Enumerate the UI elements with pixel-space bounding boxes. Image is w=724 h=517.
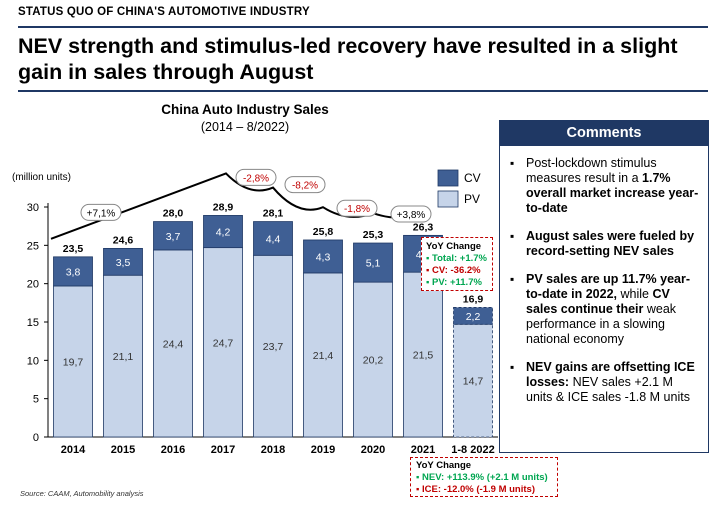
- bar-cv: [53, 256, 93, 287]
- yoy-total: ▪ Total: +1.7%: [426, 253, 488, 264]
- yoy-nev-title: YoY Change: [416, 460, 472, 471]
- yoy-nev: ▪ NEV: +113.9% (+2.1 M units): [416, 472, 548, 483]
- headline: NEV strength and stimulus-led recovery h…: [18, 34, 678, 84]
- x-tick-label: 2018: [261, 444, 285, 456]
- bar-cv: [453, 307, 493, 325]
- bar-cv: [353, 242, 393, 283]
- x-tick-label: 2019: [311, 444, 335, 456]
- yoy-title: YoY Change: [426, 241, 482, 252]
- y-tick-label: 25: [27, 240, 39, 252]
- legend-swatch-cv: [437, 169, 459, 187]
- total-value-label: 28,1: [263, 208, 284, 220]
- bar-cv: [153, 221, 193, 251]
- y-axis-label: (million units): [12, 172, 71, 183]
- x-tick-label: 2020: [361, 444, 385, 456]
- y-tick-label: 10: [27, 355, 39, 367]
- pv-value-label: 21,4: [313, 350, 334, 362]
- cv-value-label: 5,1: [366, 258, 381, 270]
- legend-label-pv: PV: [464, 192, 480, 206]
- chart-title: China Auto Industry Sales: [161, 102, 329, 117]
- comment-item: August sales were fueled by record-setti…: [510, 229, 700, 259]
- pv-value-label: 21,5: [413, 350, 434, 362]
- growth-pill: [80, 203, 122, 221]
- kicker-rule: [18, 26, 708, 28]
- cv-value-label: 3,8: [66, 266, 81, 278]
- cv-value-label: 3,5: [116, 257, 131, 269]
- y-tick-label: 20: [27, 279, 39, 291]
- yoy-pv: ▪ PV: +11.7%: [426, 277, 482, 288]
- total-value-label: 16,9: [463, 293, 484, 305]
- comments-title: Comments: [500, 121, 708, 146]
- legend-label-cv: CV: [464, 171, 481, 185]
- growth-pill-label: +7,1%: [87, 208, 116, 219]
- growth-pill: [390, 205, 432, 223]
- comment-item: Post-lockdown stimulus measures result i…: [510, 156, 700, 216]
- comments-list: Post-lockdown stimulus measures result i…: [500, 146, 708, 405]
- growth-trend-arrow: [50, 172, 430, 240]
- bar-pv: [53, 285, 93, 438]
- legend-swatch-pv: [437, 190, 459, 208]
- pv-value-label: 24,4: [163, 338, 184, 350]
- x-tick-label: 2021: [411, 444, 435, 456]
- growth-pill-label: -2,8%: [243, 173, 269, 184]
- total-value-label: 23,5: [63, 243, 84, 255]
- y-tick-label: 5: [33, 394, 39, 406]
- x-tick-label: 2014: [61, 444, 86, 456]
- bar-pv: [403, 271, 443, 438]
- pv-value-label: 21,1: [113, 351, 134, 363]
- yoy-ice: ▪ ICE: -12.0% (-1.9 M units): [416, 484, 535, 495]
- headline-rule: [18, 90, 708, 92]
- growth-pill: [336, 199, 378, 217]
- bar-pv: [303, 272, 343, 438]
- total-value-label: 24,6: [113, 234, 134, 246]
- kicker: STATUS QUO OF CHINA'S AUTOMOTIVE INDUSTR…: [18, 6, 310, 18]
- bar-pv: [153, 249, 193, 438]
- y-tick-label: 0: [33, 432, 39, 444]
- bar-pv: [103, 274, 143, 438]
- x-tick-label: 2017: [211, 444, 235, 456]
- bar-cv: [203, 215, 243, 249]
- pv-value-label: 23,7: [263, 341, 284, 353]
- cv-value-label: 4,2: [216, 227, 231, 239]
- cv-value-label: 2,2: [466, 311, 481, 323]
- total-value-label: 25,3: [363, 229, 384, 241]
- x-tick-label: 2015: [111, 444, 135, 456]
- bar-pv: [253, 254, 293, 438]
- growth-pill-label: -1,8%: [344, 204, 370, 215]
- comments-panel: Comments Post-lockdown stimulus measures…: [499, 120, 709, 453]
- chart-subtitle: (2014 – 8/2022): [201, 120, 289, 134]
- total-value-label: 25,8: [313, 226, 334, 238]
- yoy-change-box-nev: YoY Change ▪ NEV: +113.9% (+2.1 M units)…: [410, 457, 558, 497]
- comment-item: PV sales are up 11.7% year-to-date in 20…: [510, 272, 700, 347]
- yoy-cv: ▪ CV: -36.2%: [426, 265, 481, 276]
- bar-cv: [253, 221, 293, 256]
- bar-pv: [203, 247, 243, 438]
- bar-pv: [353, 281, 393, 438]
- cv-value-label: 4,3: [316, 251, 331, 263]
- pv-value-label: 14,7: [463, 376, 484, 388]
- growth-pill: [235, 168, 277, 186]
- x-tick-label: 1-8 2022: [451, 444, 494, 456]
- growth-pill-label: -8,2%: [292, 181, 318, 192]
- yoy-change-box-2022: YoY Change ▪ Total: +1.7% ▪ CV: -36.2% ▪…: [421, 237, 493, 291]
- total-value-label: 28,0: [163, 208, 184, 220]
- pv-value-label: 20,2: [363, 355, 384, 367]
- bar-cv: [103, 247, 143, 276]
- x-tick-label: 2016: [161, 444, 185, 456]
- total-value-label: 28,9: [213, 201, 234, 213]
- pv-value-label: 19,7: [63, 356, 84, 368]
- y-tick-label: 30: [27, 202, 39, 214]
- pv-value-label: 24,7: [213, 337, 234, 349]
- source-note: Source: CAAM, Automobility analysis: [20, 489, 144, 498]
- total-value-label: 26,3: [413, 221, 434, 233]
- comment-item: NEV gains are offsetting ICE losses: NEV…: [510, 360, 700, 405]
- cv-value-label: 3,7: [166, 231, 181, 243]
- cv-value-label: 4,4: [266, 233, 281, 245]
- growth-pill-label: +3,8%: [397, 210, 426, 221]
- y-tick-label: 15: [27, 317, 39, 329]
- bar-pv: [453, 323, 493, 438]
- growth-pill: [284, 176, 326, 194]
- bar-cv: [303, 239, 343, 274]
